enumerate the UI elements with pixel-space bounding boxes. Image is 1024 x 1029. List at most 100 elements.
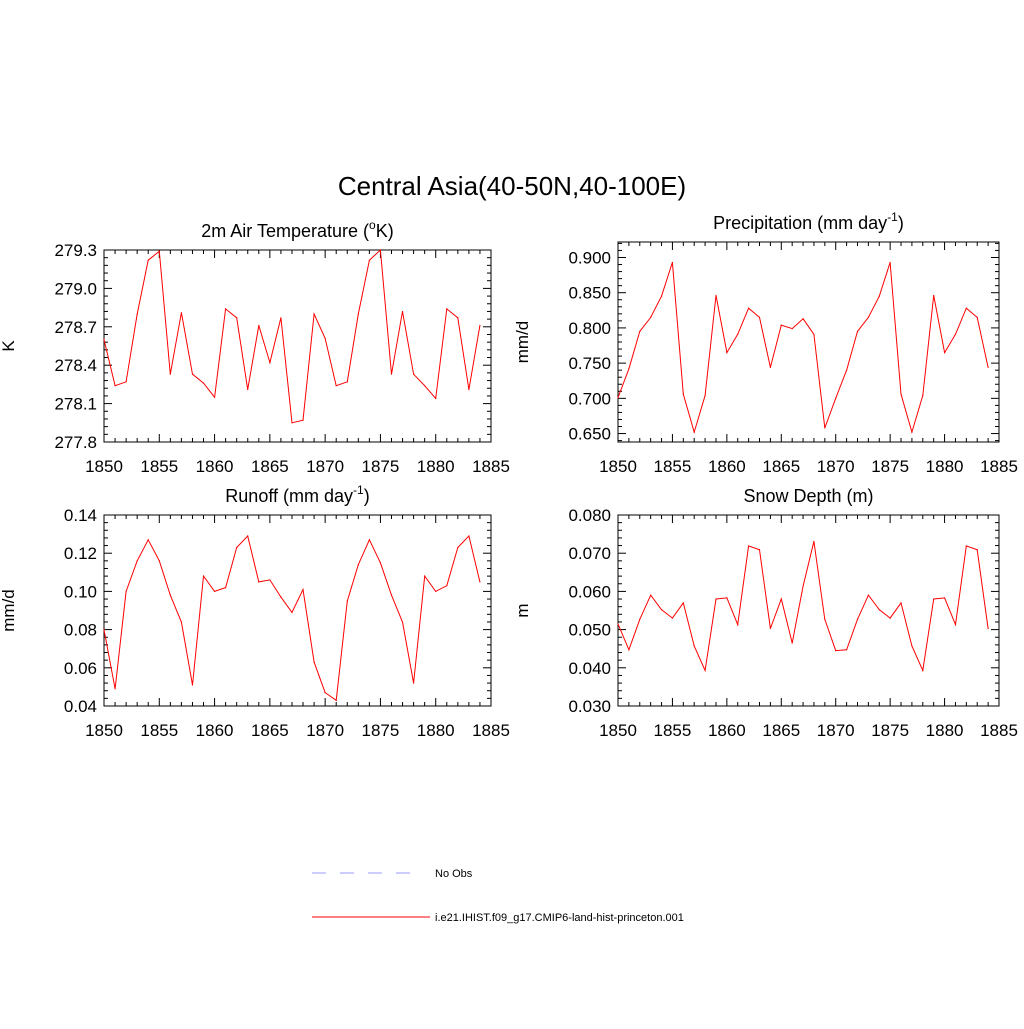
data-point-precipitation [737,333,739,335]
x-tick-label: 1855 [654,457,692,476]
data-point-runoff [457,546,459,549]
data-point-precipitation [954,333,957,335]
y-tick-label: 0.050 [568,621,611,640]
data-point-precipitation [965,307,967,309]
data-point-temperature [169,373,171,375]
y-tick-label: 0.04 [64,697,97,716]
data-point-temperature [136,313,138,315]
data-point-temperature [413,373,415,375]
data-point-precipitation [758,316,761,318]
data-point-temperature [147,259,149,261]
y-tick-label: 0.030 [568,697,611,716]
data-point-snow-depth [943,597,946,599]
data-point-snow-depth [660,609,663,611]
data-point-precipitation [835,397,837,399]
data-point-temperature [247,388,249,391]
data-point-snow-depth [922,669,924,672]
data-point-precipitation [791,328,793,330]
data-point-snow-depth [671,617,674,619]
x-tick-label: 1850 [599,457,637,476]
y-tick-label: 0.040 [568,659,611,678]
data-point-temperature [103,339,105,341]
y-tick-label: 0.12 [64,544,97,563]
y-axis-label: K [0,340,18,352]
data-point-temperature [346,381,348,383]
data-point-temperature [269,362,271,364]
data-point-precipitation [650,316,652,318]
x-tick-label: 1855 [654,721,692,740]
y-tick-label: 0.850 [568,284,611,303]
data-point-temperature [379,249,382,251]
data-point-snow-depth [682,602,684,604]
data-point-temperature [390,373,393,375]
y-tick-label: 279.3 [54,241,97,260]
data-point-runoff [346,600,348,602]
data-point-snow-depth [780,598,782,600]
x-tick-label: 1850 [85,721,123,740]
data-point-runoff [225,586,227,589]
data-point-precipitation [933,294,935,297]
data-point-runoff [191,684,194,686]
x-tick-label: 1870 [306,457,344,476]
data-point-temperature [357,313,359,315]
data-point-runoff [136,560,138,562]
x-tick-label: 1860 [708,721,746,740]
panel-title-text: Runoff (mm day [225,486,353,506]
data-point-temperature [158,250,160,252]
data-point-precipitation [987,366,989,368]
x-tick-label: 1865 [251,721,289,740]
plot-frame-snow-depth [617,514,1000,707]
data-point-precipitation [769,366,772,368]
x-tick-label: 1880 [417,721,455,740]
data-point-precipitation [856,330,859,333]
data-point-runoff [379,562,382,564]
data-point-snow-depth [889,617,891,619]
y-tick-label: 0.10 [64,582,97,601]
data-point-runoff [446,585,448,587]
data-point-precipitation [704,394,706,397]
panel-runoff: 1850 1855 1860 1865 1870 1875 1880 1885 0.04 0.06… [0,483,510,740]
data-point-temperature [302,419,304,421]
x-tick-label: 1865 [762,457,800,476]
data-point-precipitation [639,330,641,333]
data-point-precipitation [867,316,869,318]
data-point-snow-depth [715,598,717,600]
x-tick-label: 1885 [472,457,510,476]
data-point-snow-depth [976,549,978,551]
y-tick-label: 0.800 [568,319,611,338]
x-tick-label: 1885 [980,457,1018,476]
data-point-precipitation [780,324,782,326]
legend-obs-label: No Obs [435,868,473,880]
data-point-temperature [213,396,216,398]
data-point-temperature [291,422,293,424]
y-axis-label: mm/d [0,589,18,632]
data-point-temperature [180,312,182,314]
data-point-precipitation [628,368,630,370]
y-tick-label: 0.060 [568,582,611,601]
data-point-snow-depth [911,645,913,647]
data-point-runoff [390,594,393,596]
data-point-precipitation [660,295,663,297]
data-point-snow-depth [933,598,935,600]
panel-title-temperature: 2m Air Temperature (oK) [201,218,393,241]
data-point-temperature [401,310,404,313]
x-tick-label: 1860 [708,457,746,476]
data-point-snow-depth [639,618,641,620]
y-tick-label: 0.14 [64,506,97,525]
data-point-runoff [313,661,315,663]
data-point-snow-depth [650,594,652,596]
x-tick-label: 1880 [926,721,964,740]
data-point-snow-depth [846,649,848,651]
data-point-runoff [213,590,216,593]
x-tick-label: 1870 [306,721,344,740]
x-tick-label: 1855 [140,721,178,740]
main-title: Central Asia(40-50N,40-100E) [338,171,686,201]
panel-title-text: Snow Depth (m) [743,486,873,506]
data-point-temperature [368,259,370,261]
data-point-precipitation [976,316,978,318]
data-point-snow-depth [748,545,750,547]
x-tick-label: 1855 [140,457,178,476]
data-point-temperature [236,317,238,319]
data-point-snow-depth [900,602,902,604]
data-point-precipitation [878,295,880,297]
